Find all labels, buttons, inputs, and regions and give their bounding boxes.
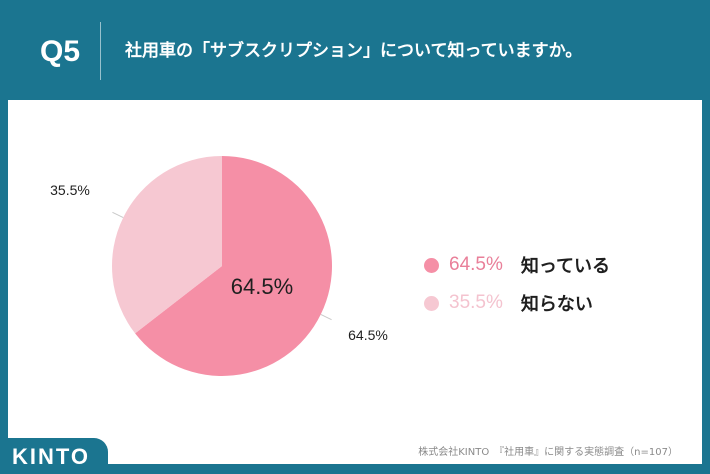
question-number: Q5 [40, 35, 81, 68]
data-label-known: 64.5% [348, 327, 388, 343]
legend-label-known: 知っている [520, 256, 610, 277]
header: Q5 社用車の「サブスクリプション」について知っていますか。 [0, 0, 710, 100]
leader-line [320, 313, 332, 321]
legend-item-unknown: 35.5% 知らない [424, 288, 610, 318]
leader-line [112, 211, 124, 219]
pie-chart: 64.5% 64.5% 35.5% [50, 156, 388, 377]
pie-slice-unknown [112, 156, 222, 334]
data-label-unknown: 35.5% [50, 182, 90, 198]
legend-item-known: 64.5% 知っている [424, 250, 610, 280]
legend: 64.5% 知っている 35.5% 知らない [424, 250, 610, 326]
center-value-label: 64.5% [231, 274, 293, 299]
legend-value-known: 64.5% [449, 254, 503, 275]
pie-slice-known [135, 156, 332, 377]
chart-panel: 64.5% 64.5% 35.5% 64.5% 知っている 35.5% 知らない … [8, 100, 702, 464]
header-divider [100, 22, 101, 80]
legend-value-unknown: 35.5% [449, 292, 503, 313]
legend-label-unknown: 知らない [520, 294, 593, 315]
kinto-logo: KINTO [12, 444, 91, 469]
legend-dot-unknown [424, 295, 439, 311]
source-note: 株式会社KINTO 『社用車』に関する実態調査（n=107） [418, 447, 678, 458]
question-title: 社用車の「サブスクリプション」について知っていますか。 [125, 41, 583, 61]
logo-tab: KINTO [0, 438, 108, 474]
legend-dot-known [424, 257, 439, 273]
